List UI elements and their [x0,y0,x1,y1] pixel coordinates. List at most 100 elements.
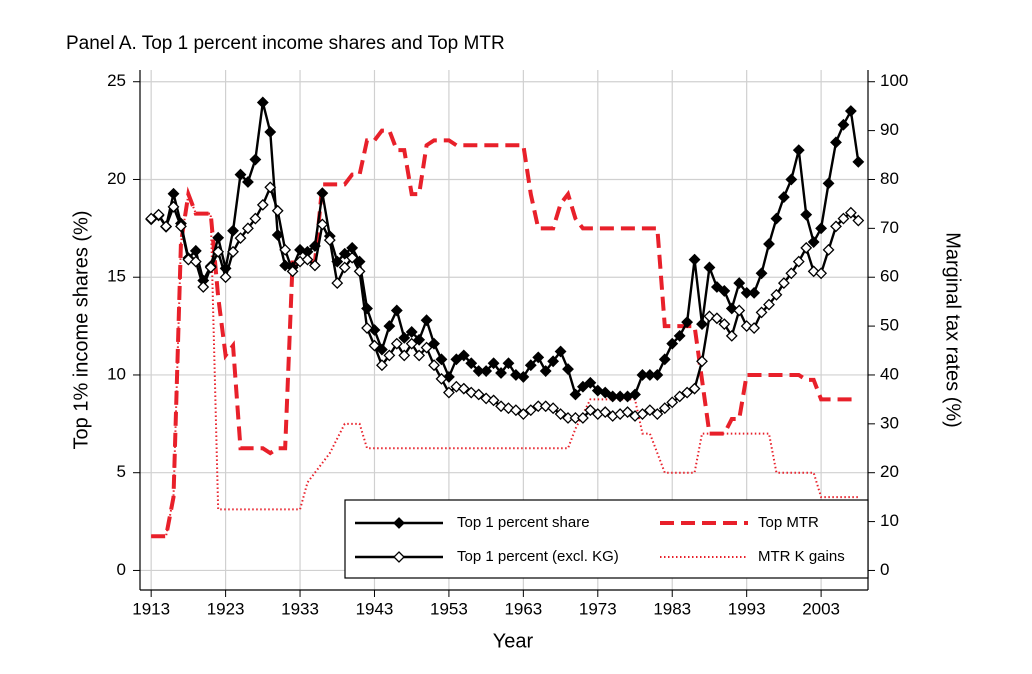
data-point [696,355,708,368]
data-point [309,259,321,272]
data-point [450,353,463,366]
data-point [264,126,277,138]
data-point [830,220,842,233]
data-point [673,390,686,403]
x-tick-label: 1973 [579,599,617,618]
data-point [792,255,805,268]
series-line [151,128,859,539]
data-point [405,337,418,350]
data-point [770,212,783,225]
data-point [286,265,299,278]
data-point [242,176,254,188]
data-point [465,357,478,370]
data-point [398,349,411,362]
data-point [204,261,217,274]
data-point [353,265,366,278]
data-point [480,365,493,377]
data-point [703,261,716,274]
data-point [554,408,567,420]
data-point [599,406,612,419]
data-point [740,320,753,333]
data-point [338,247,351,260]
data-point [346,251,359,264]
data-point [763,238,775,250]
data-point [621,406,634,419]
y2-tick-label: 100 [880,71,908,90]
data-point [264,181,277,194]
data-point [576,380,589,393]
data-point [807,236,820,248]
data-point [755,267,768,280]
y2-tick-label: 50 [880,316,899,335]
y-tick-label: 5 [117,462,126,481]
data-point [569,388,582,401]
data-point [800,208,813,221]
data-point [576,412,589,424]
data-point [643,404,656,417]
x-tick-label: 1923 [207,599,245,618]
y2-tick-label: 40 [880,364,899,383]
data-point [383,349,396,362]
data-point [718,318,731,331]
data-point [748,322,761,334]
data-point [383,320,396,333]
legend: Top 1 percent share Top 1 percent (excl. … [344,499,869,579]
x-tick-label: 1943 [356,599,394,618]
data-point [852,155,865,168]
x-axis-title: Year [493,630,534,652]
data-point [599,386,612,399]
data-point [547,355,560,368]
legend-label: Top 1 percent (excl. KG) [457,548,619,565]
legend-label: Top 1 percent share [457,514,590,531]
data-point [852,214,865,227]
data-point [279,243,292,256]
data-point [696,318,708,331]
data-point [591,384,604,397]
data-point [785,267,798,280]
data-point [777,277,790,290]
data-point [517,370,530,383]
data-point [532,351,545,364]
data-point [167,200,180,213]
data-point [547,402,560,415]
data-point [428,359,440,372]
data-point [301,253,314,266]
data-point [584,376,597,389]
y2-tick-label: 70 [880,218,899,237]
data-point [733,277,746,290]
data-point [361,322,373,334]
data-point [435,353,448,366]
legend-marker [393,551,405,563]
x-tick-label: 1953 [430,599,468,618]
data-point [152,208,165,221]
data-point [629,388,641,401]
y-tick-label: 0 [117,560,126,579]
data-point [197,281,210,293]
data-point [830,136,842,149]
data-point [710,312,723,325]
y2-tick-label: 30 [880,413,899,432]
data-point [390,304,403,317]
data-point [584,404,597,417]
legend-box [344,499,869,579]
chart-title: Panel A. Top 1 percent income shares and… [66,33,505,54]
y2-tick-label: 90 [880,120,899,139]
data-point [442,386,455,399]
legend-label: Top MTR [758,514,819,531]
data-point [725,329,738,342]
data-point [413,333,426,346]
data-point [234,232,247,245]
y-tick-label: 10 [107,364,126,383]
data-point [212,245,225,258]
data-point [800,241,813,254]
data-point [785,173,798,186]
y2-tick-label: 0 [880,560,889,579]
data-point [227,224,239,237]
x-tick-label: 1913 [132,599,170,618]
y-tick-label: 15 [107,267,126,286]
data-point [249,212,262,225]
data-point [807,265,820,278]
legend-label: MTR K gains [758,548,845,565]
data-point [398,331,411,344]
